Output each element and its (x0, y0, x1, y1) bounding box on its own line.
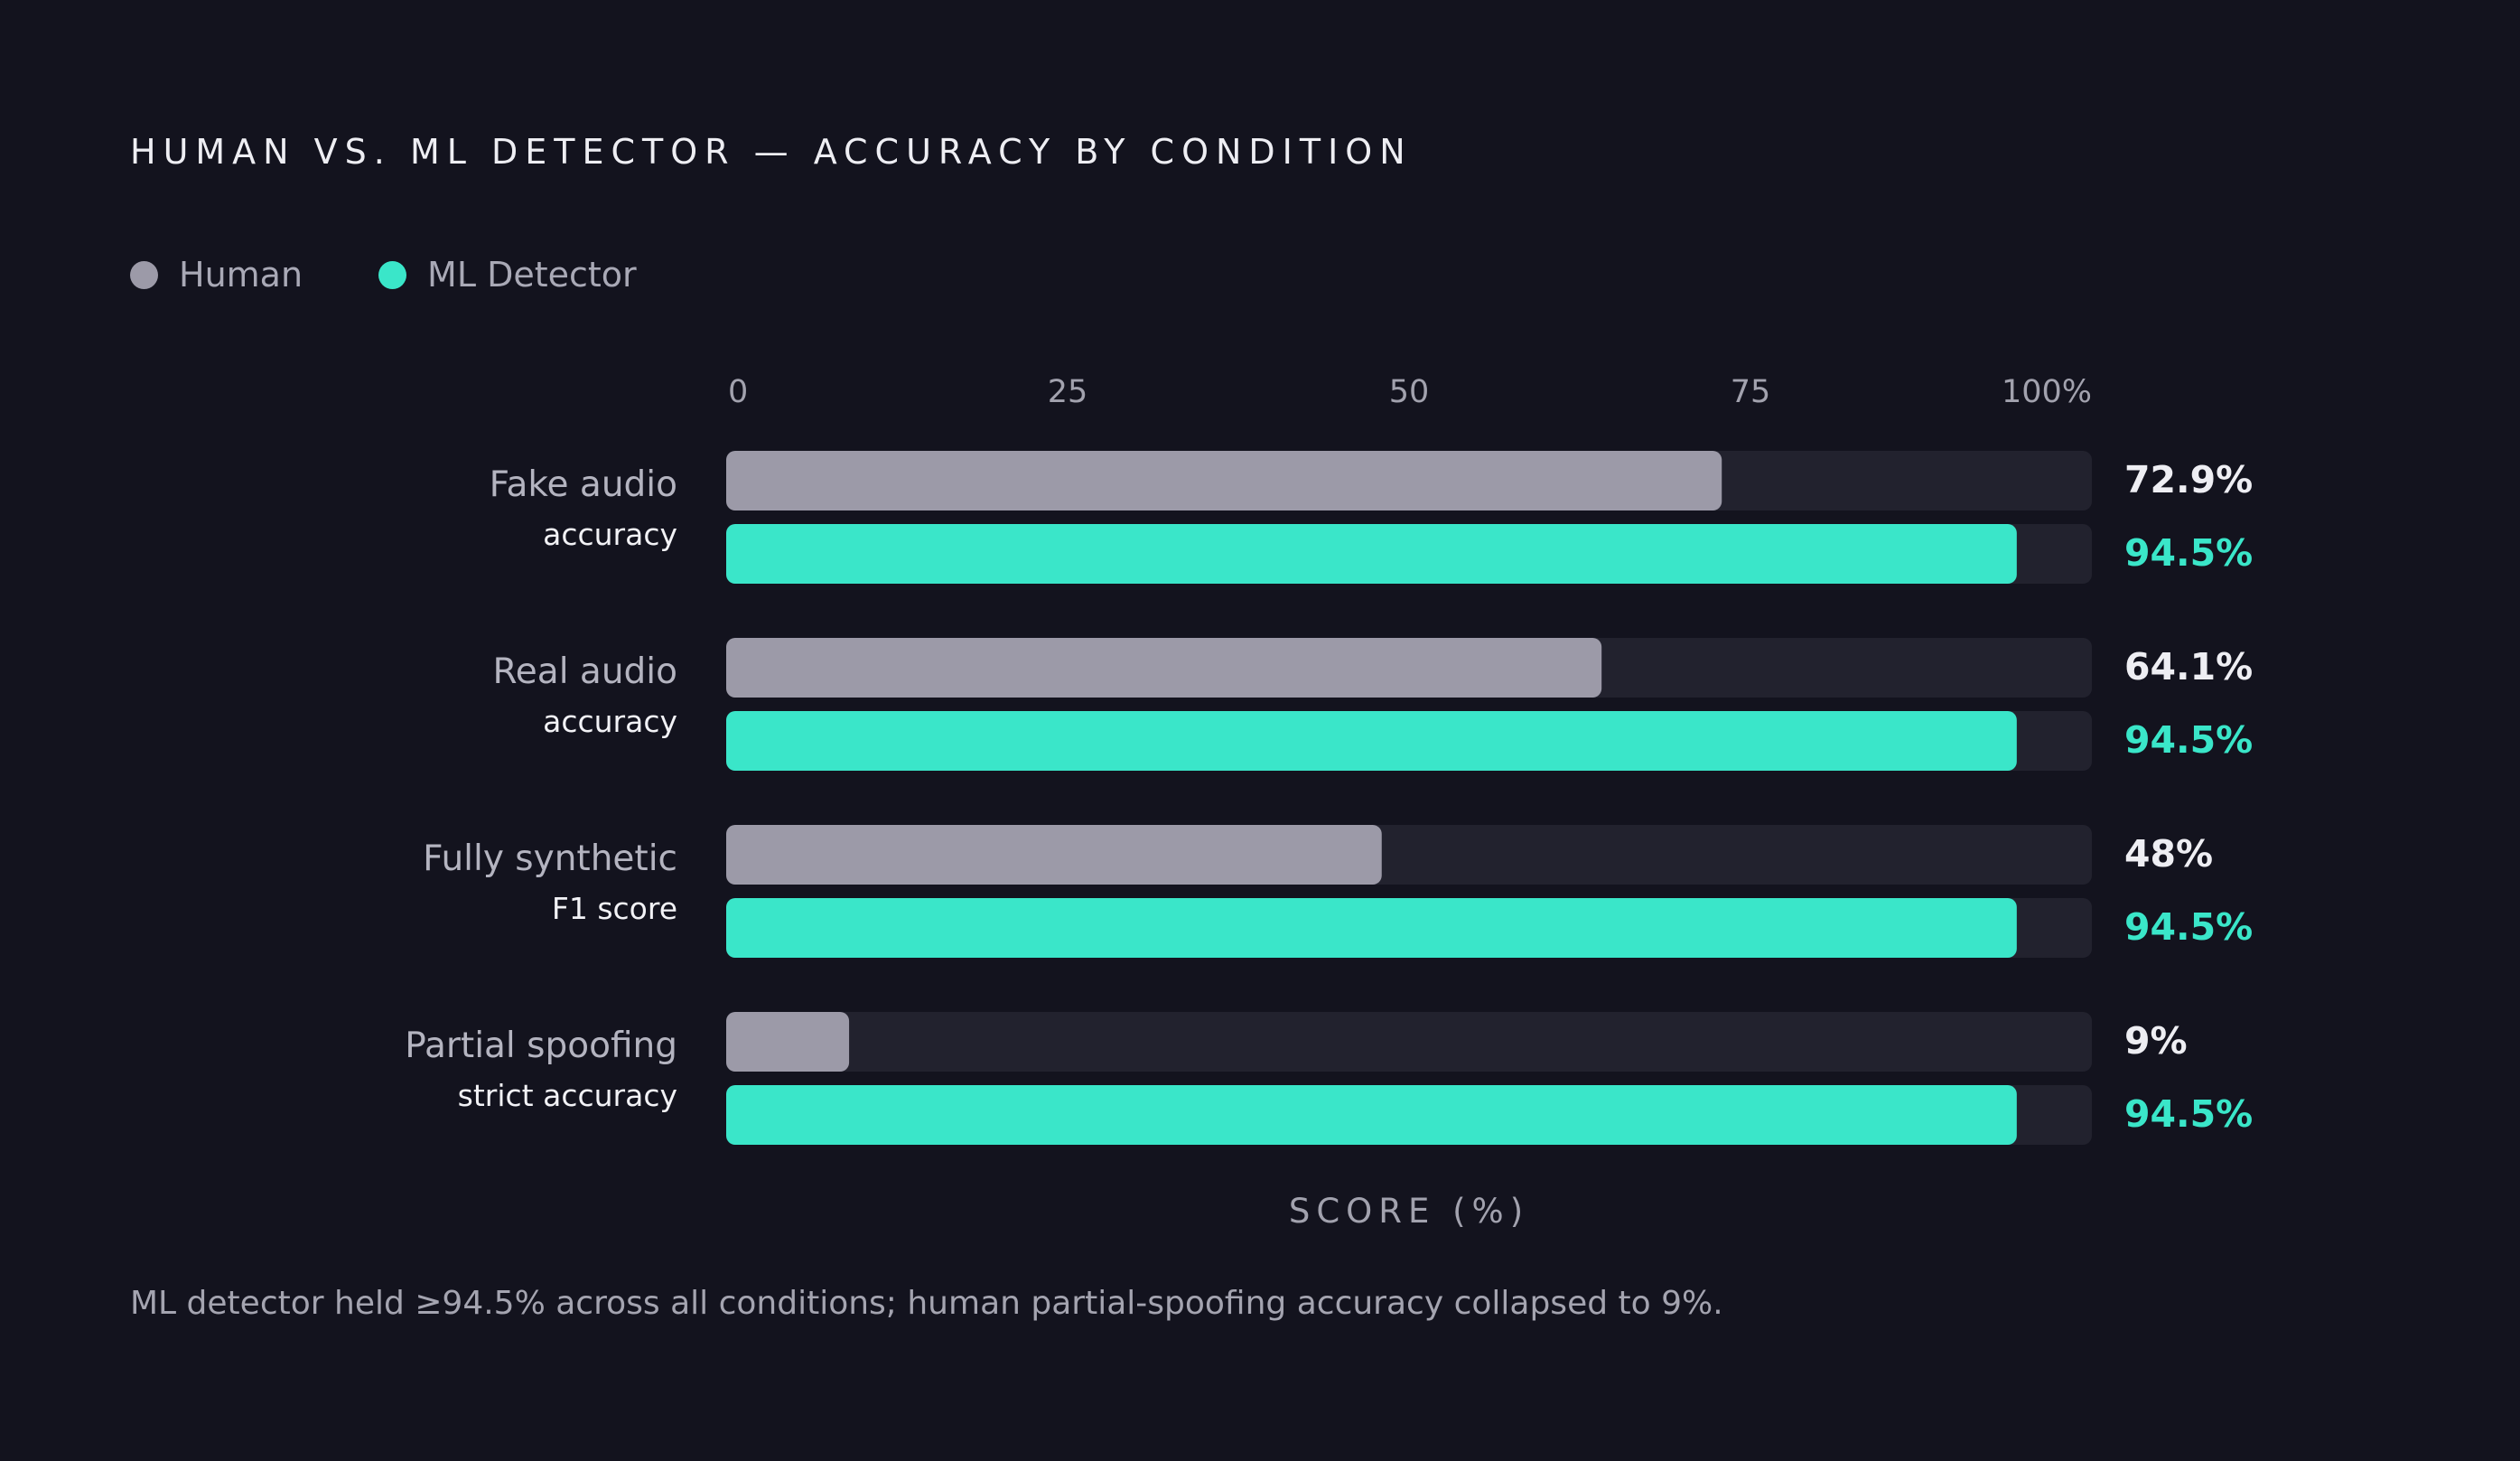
bar-ml-detector (726, 898, 2017, 958)
bar-value-label: 94.5% (2124, 531, 2253, 575)
x-tick-label: 25 (1048, 374, 1088, 410)
x-tick-label: 0 (728, 374, 748, 410)
x-tick-label: 50 (1389, 374, 1430, 410)
legend-label-human: Human (179, 255, 303, 295)
category-sublabel: strict accuracy (458, 1078, 677, 1113)
category-label: Partial spoofing (405, 1026, 677, 1066)
bar-ml-detector (726, 1085, 2017, 1145)
bar-ml-detector (726, 524, 2017, 584)
bar-value-label: 94.5% (2124, 905, 2253, 949)
bar-human (726, 451, 1722, 510)
bar-track (726, 1012, 2092, 1072)
category-sublabel: accuracy (543, 517, 677, 552)
bar-human (726, 1012, 850, 1072)
legend-swatch-ml-detector (378, 260, 407, 289)
legend-label-ml-detector: ML Detector (427, 255, 637, 295)
category-label: Fake audio (490, 464, 677, 505)
legend-item-ml-detector: ML Detector (378, 255, 637, 295)
x-axis-label: SCORE (%) (1289, 1192, 1529, 1231)
chart-title: HUMAN VS. ML DETECTOR — ACCURACY BY COND… (130, 132, 1413, 172)
bar-value-label: 48% (2124, 832, 2213, 876)
bar-ml-detector (726, 711, 2017, 771)
bar-value-label: 94.5% (2124, 718, 2253, 762)
legend-item-human: Human (130, 255, 303, 295)
category-sublabel: accuracy (543, 704, 677, 739)
bar-value-label: 94.5% (2124, 1092, 2253, 1136)
bar-human (726, 638, 1602, 698)
footnote: ML detector held ≥94.5% across all condi… (130, 1285, 1723, 1322)
category-sublabel: F1 score (552, 891, 677, 926)
bar-value-label: 9% (2124, 1019, 2188, 1063)
category-label: Fully synthetic (423, 838, 677, 879)
category-label: Real audio (492, 651, 677, 692)
bar-human (726, 825, 1382, 885)
bar-value-label: 72.9% (2124, 458, 2253, 501)
x-tick-label: 100% (2002, 374, 2092, 410)
bar-value-label: 64.1% (2124, 645, 2253, 688)
legend-swatch-human (130, 260, 158, 289)
legend: Human ML Detector (130, 255, 713, 295)
x-tick-label: 75 (1731, 374, 1771, 410)
